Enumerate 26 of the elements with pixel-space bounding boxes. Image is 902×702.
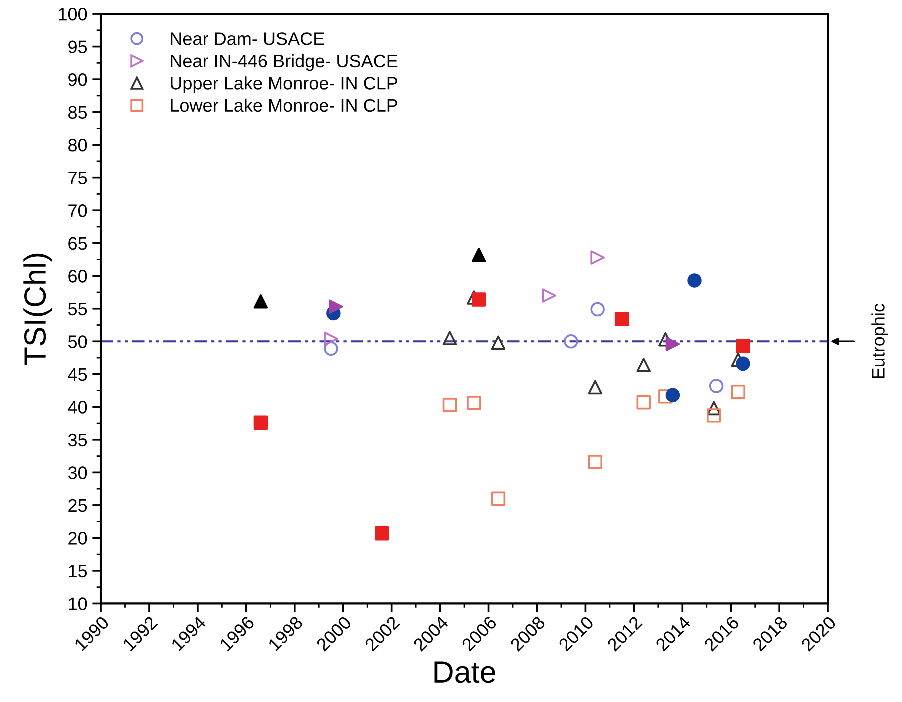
legend-label: Near IN-446 Bridge- USACE: [171, 54, 398, 72]
y-tick-label: 40: [68, 401, 88, 414]
y-tick-label: 60: [68, 270, 88, 283]
y-tick-label: 65: [68, 237, 88, 250]
legend-label: Upper Lake Monroe- IN CLP: [171, 76, 398, 94]
ref-line-label: Eutrophic: [872, 304, 888, 378]
x-axis-title: Date: [434, 662, 496, 684]
y-tick-label: 80: [68, 139, 88, 152]
y-tick-label: 75: [68, 172, 88, 185]
y-tick-label: 20: [68, 532, 88, 545]
y-tick-label: 55: [68, 303, 88, 316]
y-tick-label: 15: [69, 565, 88, 578]
y-tick-label: 45: [68, 368, 88, 382]
y-tick-label: 25: [68, 499, 88, 512]
legend-label: Lower Lake Monroe- IN CLP: [171, 98, 398, 112]
y-tick-label: 70: [68, 204, 88, 218]
y-tick-label: 35: [68, 434, 88, 447]
legend-label: Near Dam- USACE: [171, 32, 324, 46]
y-axis-title: TSI(Chl): [24, 254, 52, 366]
y-tick-label: 90: [68, 73, 88, 86]
y-tick-label: 30: [68, 466, 88, 480]
y-tick-label: 10: [69, 598, 88, 610]
y-tick-label: 95: [68, 40, 88, 54]
y-tick-label: 85: [68, 106, 88, 120]
y-tick-label: 100: [59, 8, 88, 21]
y-tick-label: 50: [68, 336, 88, 348]
